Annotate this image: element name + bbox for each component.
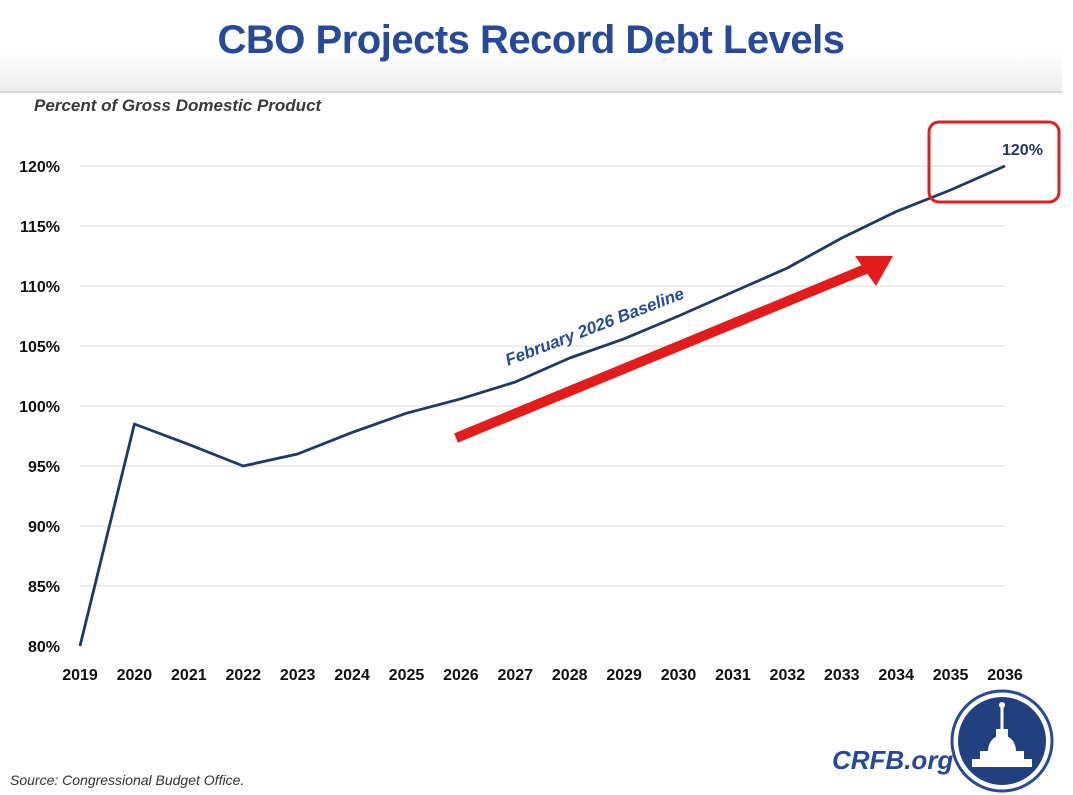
y-tick-label: 120% (19, 159, 60, 176)
y-tick-label: 115% (20, 219, 60, 236)
series-line-baseline (78, 164, 1006, 647)
end-value-label: 120% (1002, 142, 1043, 159)
endpoint-highlight-box (927, 120, 1061, 204)
chart-title: CBO Projects Record Debt Levels (217, 18, 845, 62)
x-tick-label: 2020 (117, 667, 153, 684)
x-tick-label: 2019 (62, 667, 98, 684)
x-tick-label: 2029 (606, 667, 642, 684)
x-tick-label: 2033 (824, 667, 860, 684)
y-tick-label: 90% (28, 519, 60, 536)
x-tick-label: 2035 (933, 667, 969, 684)
capitol-drum-icon (996, 729, 1008, 737)
capitol-statue-icon (999, 702, 1005, 708)
trend-arrow-shaft (454, 263, 870, 443)
x-tick-label: 2024 (334, 667, 370, 684)
x-tick-label: 2030 (661, 667, 697, 684)
trend-arrow-head (855, 256, 893, 286)
capitol-icon (972, 735, 1032, 767)
x-tick-label: 2025 (389, 667, 425, 684)
x-tick-label: 2028 (552, 667, 588, 684)
x-tick-label: 2026 (443, 667, 479, 684)
title-band: CBO Projects Record Debt Levels (0, 0, 1062, 93)
y-tick-label: 85% (28, 579, 60, 596)
title-rule (0, 91, 1062, 93)
x-tick-label: 2031 (715, 667, 751, 684)
x-tick-label: 2022 (225, 667, 261, 684)
y-tick-label: 95% (28, 459, 60, 476)
x-tick-label: 2027 (497, 667, 533, 684)
source-note: Source: Congressional Budget Office. (10, 772, 245, 788)
y-tick-label: 105% (19, 339, 60, 356)
y-tick-label: 80% (28, 639, 60, 656)
y-tick-label: 100% (19, 399, 60, 416)
x-tick-label: 2023 (280, 667, 316, 684)
brand-wordmark[interactable]: CRFB.org (832, 745, 954, 775)
y-axis-label: Percent of Gross Domestic Product (34, 96, 322, 115)
x-tick-label: 2036 (987, 667, 1023, 684)
x-tick-label: 2032 (770, 667, 806, 684)
capitol-spire-icon (1000, 707, 1004, 729)
x-tick-label: 2034 (878, 667, 914, 684)
x-tick-label: 2021 (171, 667, 207, 684)
y-tick-label: 110% (20, 279, 60, 296)
